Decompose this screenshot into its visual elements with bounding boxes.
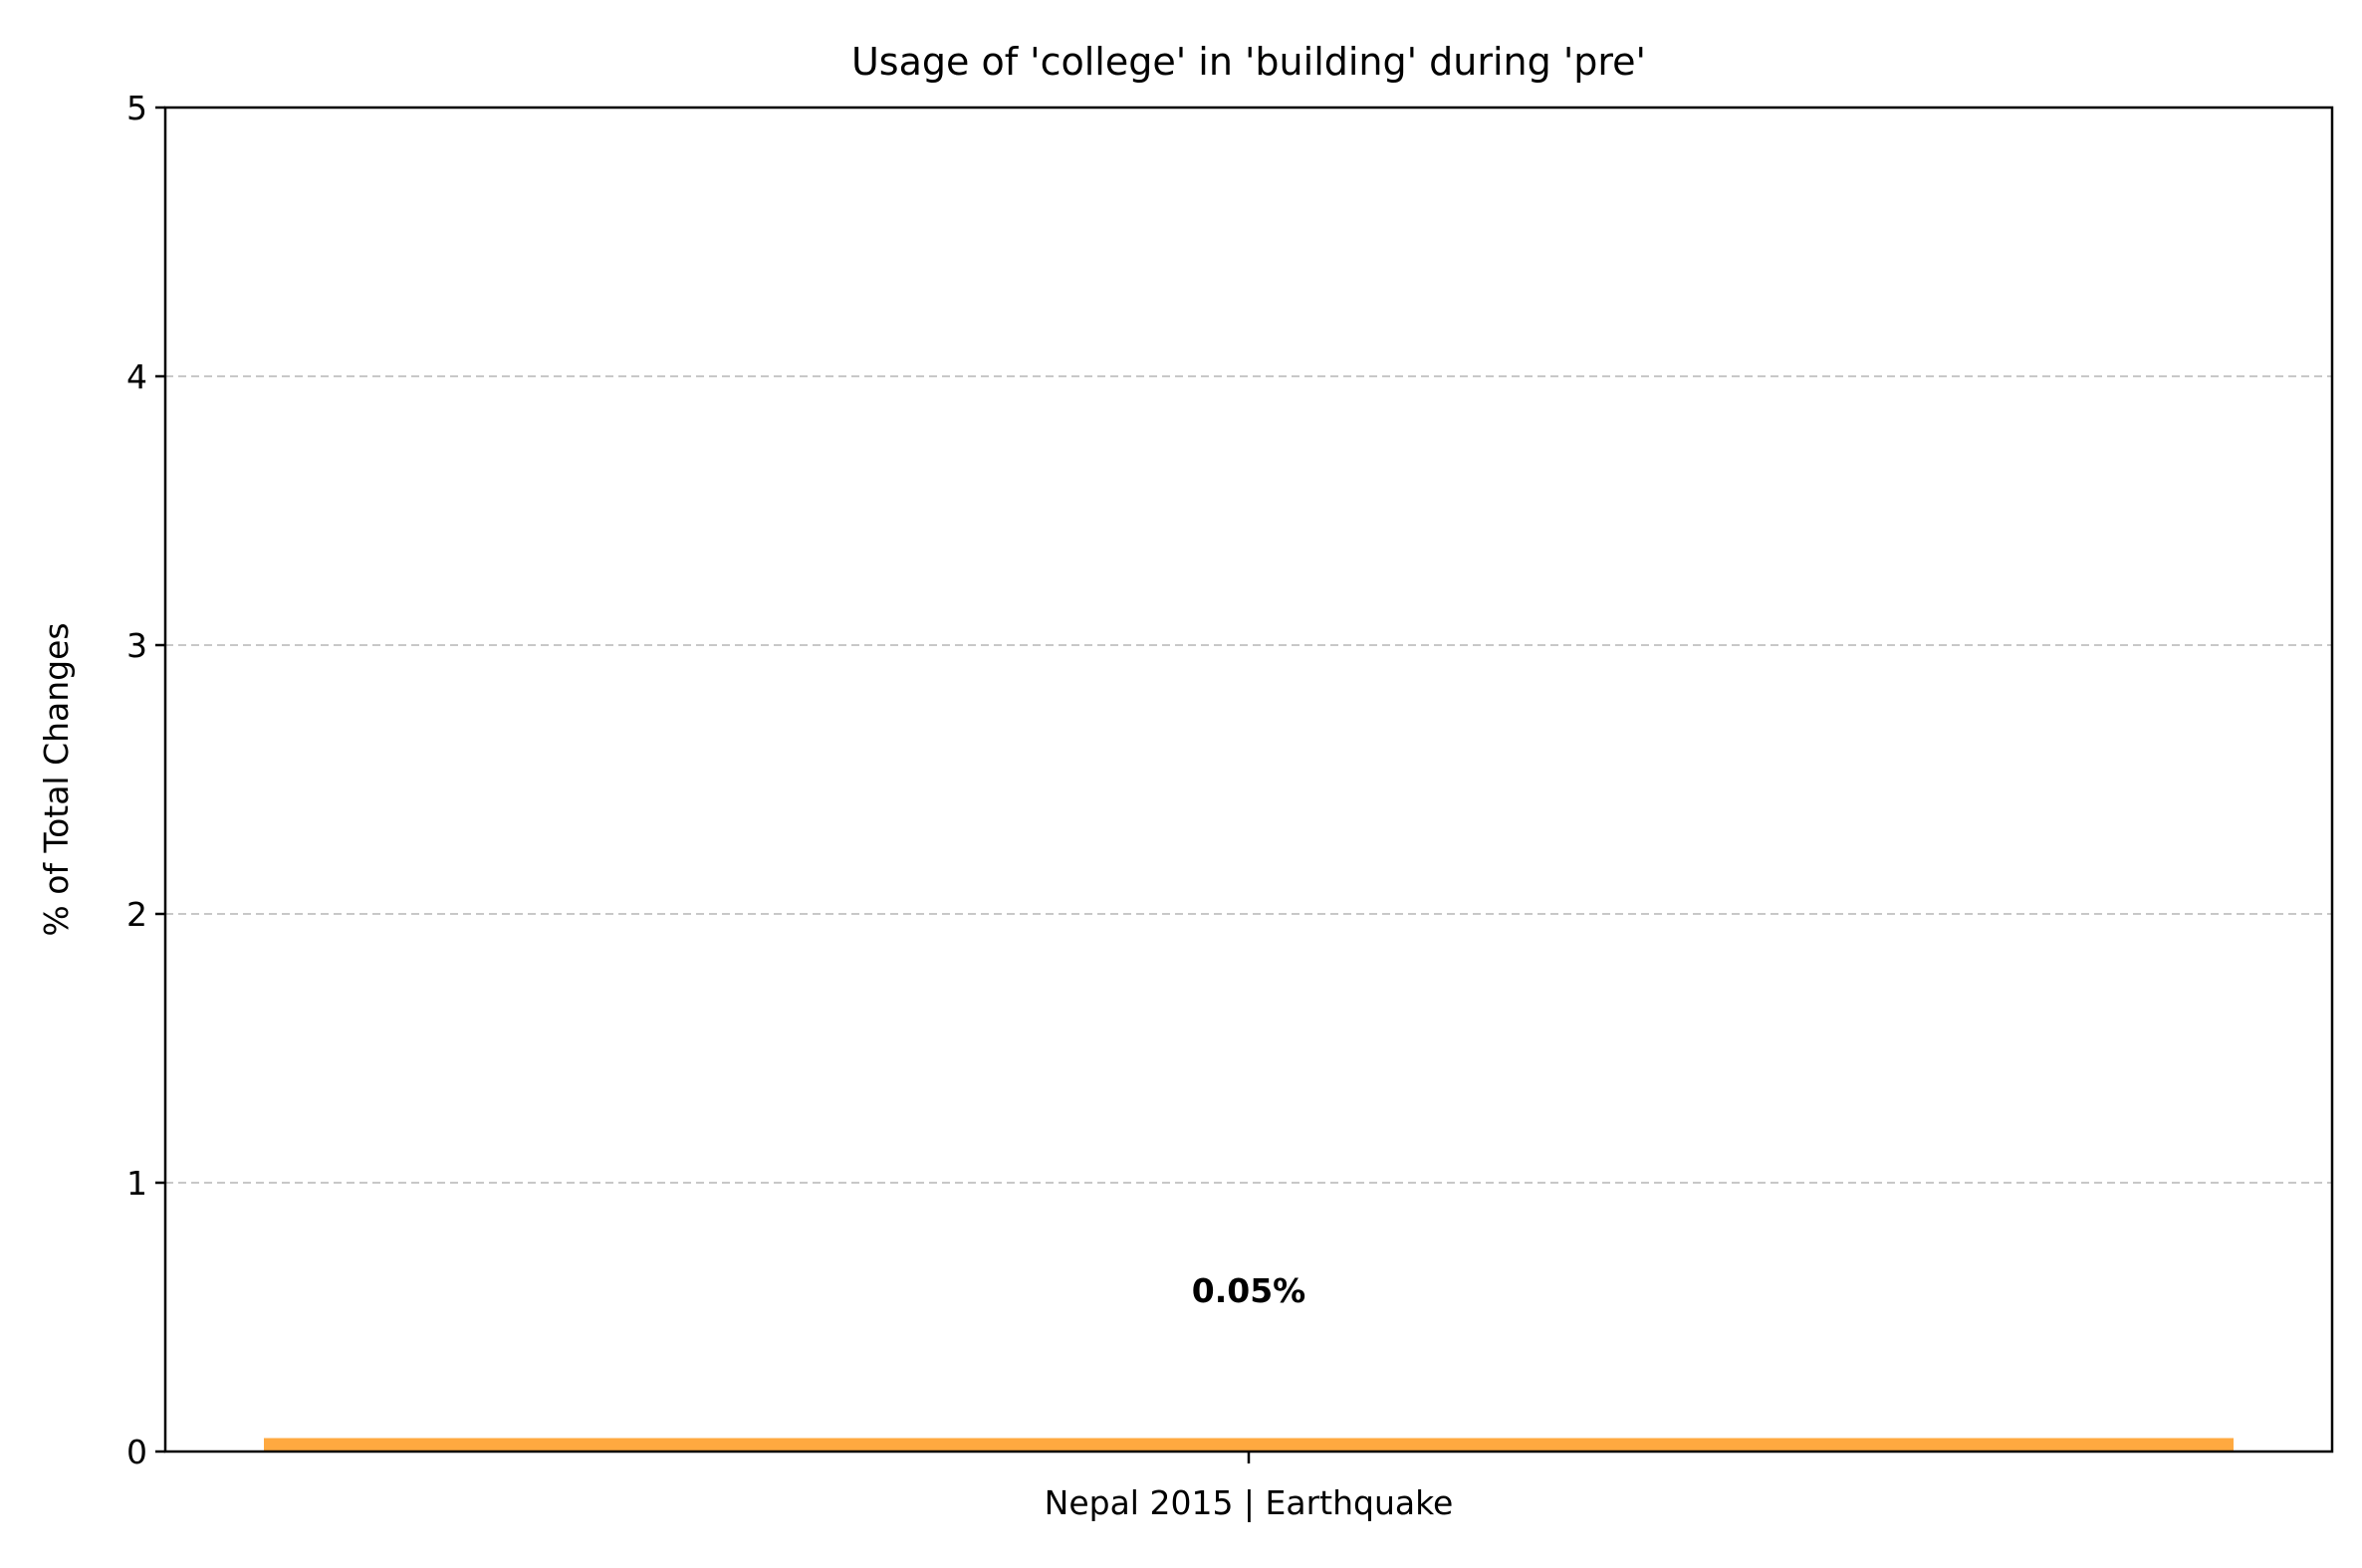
y-tick-label: 0	[126, 1433, 147, 1471]
y-tick-label: 2	[126, 895, 147, 934]
gridlines	[165, 375, 2332, 1184]
y-axis-ticks: 0 1 2 3 4 5	[126, 89, 165, 1471]
y-axis-label: % of Total Changes	[37, 622, 76, 936]
x-tick-label: Nepal 2015 | Earthquake	[1045, 1483, 1454, 1522]
y-tick-label: 1	[126, 1164, 147, 1203]
chart-title: Usage of 'college' in 'building' during …	[851, 40, 1646, 84]
y-tick-label: 4	[126, 357, 147, 396]
bar	[264, 1438, 2234, 1452]
y-tick-label: 3	[126, 626, 147, 665]
y-tick-label: 5	[126, 89, 147, 127]
plot-frame	[163, 106, 2334, 1454]
bar-value-label: 0.05%	[1192, 1271, 1306, 1310]
x-axis-ticks: Nepal 2015 | Earthquake	[1045, 1452, 1454, 1522]
bars: 0.05%	[264, 1271, 2234, 1452]
